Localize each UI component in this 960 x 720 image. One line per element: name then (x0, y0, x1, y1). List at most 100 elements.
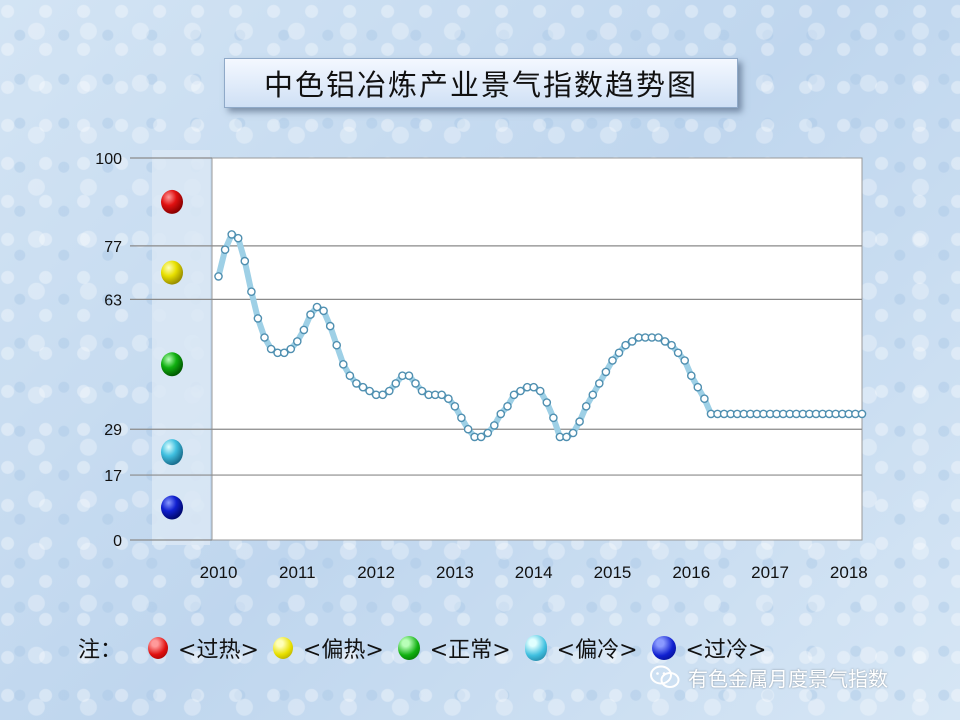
data-point (286, 344, 296, 354)
data-point (680, 356, 690, 365)
data-point (312, 302, 322, 312)
legend-label-warm: <偏热> (302, 638, 384, 663)
data-point (667, 340, 676, 350)
data-point (476, 432, 486, 442)
data-point (338, 359, 348, 369)
data-point (542, 398, 552, 407)
data-point (411, 379, 420, 388)
data-point (365, 386, 374, 396)
data-point (450, 401, 460, 411)
data-point (332, 340, 342, 350)
data-point (352, 379, 361, 388)
data-point (253, 314, 263, 323)
data-point (457, 413, 466, 423)
data-point (660, 337, 670, 346)
y-tick-label: 0 (113, 533, 122, 550)
yellow-ball-icon (272, 637, 293, 659)
legend-item-warm: <偏热> (272, 632, 384, 664)
data-point (319, 306, 328, 316)
data-point (325, 321, 335, 331)
data-point (535, 386, 545, 396)
zone-ball-过冷 (161, 495, 183, 520)
data-point (227, 230, 236, 239)
data-point (247, 287, 256, 297)
data-point (562, 432, 571, 442)
data-point (220, 245, 230, 254)
zone-indicator-balls (161, 189, 183, 520)
data-point (621, 340, 630, 350)
chart-title: 中色铝冶炼产业景气指数趋势图 (224, 58, 738, 108)
data-point (404, 371, 414, 381)
legend-item-overheat: <过热> (148, 632, 259, 664)
legend-item-overcool: <过冷> (651, 632, 767, 664)
data-point (693, 382, 703, 392)
data-point (608, 356, 617, 365)
data-point (417, 386, 427, 396)
data-point (292, 337, 302, 346)
zone-ball-过热 (161, 189, 183, 214)
x-tick-label: 2013 (436, 563, 474, 582)
legend-label-normal: <正常> (429, 638, 511, 663)
y-tick-label: 63 (104, 292, 122, 309)
data-point (489, 421, 499, 430)
legend-label-cool: <偏冷> (556, 638, 638, 663)
data-point (627, 337, 637, 346)
data-point (614, 348, 624, 358)
legend-note: 注： (78, 638, 123, 663)
legend-label-overcool: <过冷> (685, 638, 767, 663)
data-point (214, 272, 223, 281)
data-point (509, 390, 519, 400)
data-point (266, 344, 276, 354)
wechat-icon (650, 665, 680, 688)
data-point (279, 348, 289, 358)
data-point (516, 386, 525, 396)
data-point (581, 401, 591, 411)
data-point (463, 424, 473, 434)
y-tick-label: 17 (104, 468, 122, 485)
legend-item-normal: <正常> (397, 632, 511, 664)
red-ball-icon (148, 637, 169, 659)
data-point (306, 310, 315, 319)
data-point (529, 382, 539, 392)
data-point (857, 409, 867, 419)
data-point (483, 428, 493, 438)
data-point (260, 333, 269, 342)
y-tick-label: 29 (104, 422, 122, 439)
x-tick-label: 2018 (830, 563, 868, 582)
data-point (673, 348, 683, 358)
x-tick-label: 2012 (357, 563, 395, 582)
data-point (496, 409, 506, 419)
data-point (233, 233, 243, 243)
x-tick-label: 2010 (200, 563, 238, 582)
zone-ball-正常 (161, 352, 183, 377)
legend: 注： <过热> <偏热> <正常> <偏冷> <过冷> (78, 628, 780, 668)
x-tick-label: 2011 (279, 563, 316, 582)
cyan-ball-icon (524, 635, 547, 661)
data-point (378, 390, 388, 400)
x-tick-label: 2016 (672, 563, 710, 582)
data-point (654, 333, 663, 342)
data-point (549, 413, 558, 423)
x-axis-ticks: 2010 2011 2012 2013 2014 2015 2016 2017 2018 (200, 563, 868, 582)
data-point (601, 367, 611, 377)
blue-ball-icon (651, 636, 676, 660)
data-point (299, 325, 309, 335)
data-point (358, 382, 368, 392)
data-point (503, 401, 512, 411)
watermark-text: 有色金属月度景气指数 (688, 666, 888, 691)
x-tick-label: 2015 (594, 563, 632, 582)
series-layer (214, 230, 867, 442)
data-point (595, 379, 604, 388)
legend-item-cool: <偏冷> (524, 632, 638, 664)
zone-band (152, 150, 210, 545)
data-point (391, 379, 401, 388)
data-point (700, 394, 709, 404)
data-point (575, 417, 584, 426)
data-point (444, 394, 453, 404)
y-tick-label: 77 (104, 239, 122, 256)
zone-ball-偏冷 (161, 439, 183, 466)
indicator-band (152, 150, 210, 545)
plot-area (211, 157, 863, 541)
data-point (384, 386, 394, 396)
